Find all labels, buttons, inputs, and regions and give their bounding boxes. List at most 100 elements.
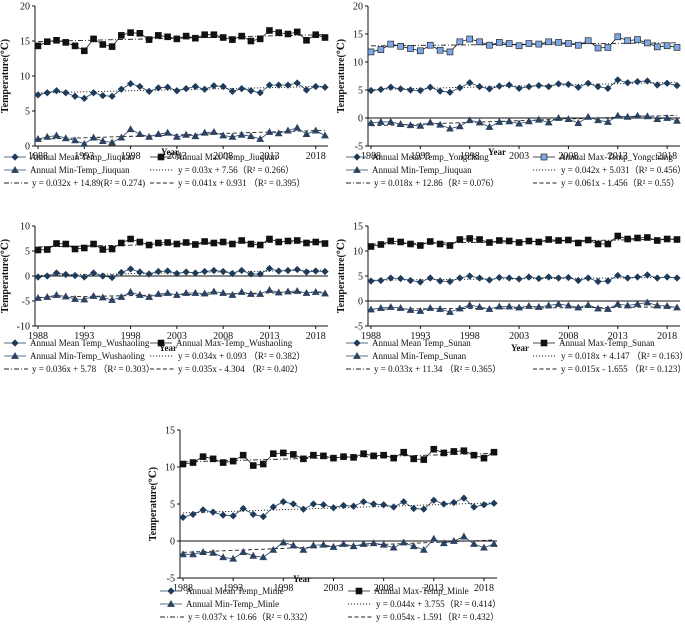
data-point-triangle xyxy=(265,127,274,135)
data-point-square xyxy=(644,234,651,241)
data-point-diamond xyxy=(312,82,320,91)
data-point-diamond xyxy=(228,269,237,278)
data-point-square xyxy=(594,240,602,248)
data-point-triangle xyxy=(515,119,523,127)
y-tick-label: 15 xyxy=(353,222,363,233)
data-point-diamond xyxy=(99,91,107,100)
data-point-square xyxy=(377,241,385,248)
x-tick-label: 1988 xyxy=(361,331,381,342)
data-point-square xyxy=(284,30,292,38)
trend-equation: y = 0.044x + 3.755（R² = 0.414） xyxy=(376,599,501,609)
data-point-square xyxy=(476,38,483,46)
data-point-diamond xyxy=(173,269,181,278)
data-point-triangle xyxy=(228,132,237,140)
data-point-diamond xyxy=(256,270,264,278)
data-point-diamond xyxy=(219,82,227,91)
data-point-triangle xyxy=(603,117,612,125)
x-tick-label: 2003 xyxy=(167,331,187,342)
data-point-triangle xyxy=(172,290,181,298)
data-point-square xyxy=(164,33,171,41)
data-point-triangle xyxy=(396,303,405,311)
data-point-diamond xyxy=(321,83,329,91)
data-point-triangle xyxy=(544,118,553,126)
series-line-square xyxy=(370,36,678,53)
chart-panel-sunan: -5 0 5 10 15 1988 1993 1998 2003 2008 2013 2018 Temp… xyxy=(336,222,685,375)
data-point-diamond xyxy=(71,92,79,100)
trend-equation: y = 0.054x - 1.591（R² = 0.432） xyxy=(376,612,499,622)
data-point-triangle xyxy=(219,288,228,296)
data-point-square xyxy=(192,34,199,42)
x-tick-label: 2013 xyxy=(608,331,628,342)
data-point-square xyxy=(535,238,543,246)
data-point-triangle xyxy=(379,540,388,548)
data-point-triangle xyxy=(321,289,329,297)
data-point-triangle xyxy=(643,112,652,120)
data-point-diamond xyxy=(446,277,454,286)
y-tick-label: 10 xyxy=(20,222,30,233)
data-point-square xyxy=(182,32,190,40)
data-point-triangle xyxy=(584,112,593,120)
data-point-triangle xyxy=(367,305,375,313)
data-point-diamond xyxy=(89,269,98,277)
legend: Annual Mean Temp_Wushaoling Annual Max-Te… xyxy=(4,338,305,374)
data-point-triangle xyxy=(376,117,385,125)
data-point-square xyxy=(624,37,631,45)
x-tick-label: 2008 xyxy=(213,331,233,342)
data-point-triangle xyxy=(339,539,348,547)
trendline-1 xyxy=(182,502,495,514)
legend-marker-diamond xyxy=(11,153,19,161)
data-point-triangle xyxy=(455,122,464,130)
data-point-diamond xyxy=(108,273,116,282)
data-point-square xyxy=(280,449,287,457)
trendline-1 xyxy=(370,81,678,91)
legend-marker-triangle xyxy=(353,165,361,173)
data-point-triangle xyxy=(396,120,405,128)
data-point-diamond xyxy=(436,87,444,95)
data-point-diamond xyxy=(247,87,255,95)
x-tick-label: 1993 xyxy=(74,151,94,162)
data-point-triangle xyxy=(495,117,504,125)
data-point-square xyxy=(210,31,218,39)
data-point-triangle xyxy=(247,289,255,297)
data-point-square xyxy=(303,36,310,44)
data-point-triangle xyxy=(319,540,328,548)
data-point-square xyxy=(34,246,42,254)
data-point-diamond xyxy=(369,500,378,508)
data-point-diamond xyxy=(52,269,61,277)
data-point-square xyxy=(480,454,488,462)
data-point-diamond xyxy=(377,85,385,94)
legend-label: Annual Min-Temp_Minle xyxy=(186,599,279,609)
data-point-diamond xyxy=(299,505,308,513)
data-point-diamond xyxy=(505,274,513,282)
data-point-square xyxy=(312,31,320,39)
data-point-triangle xyxy=(564,115,573,123)
data-point-triangle xyxy=(673,303,681,311)
data-point-diamond xyxy=(269,503,277,511)
y-tick-label: 15 xyxy=(353,30,363,41)
data-point-diamond xyxy=(367,86,375,95)
legend-marker-diamond xyxy=(11,339,19,347)
data-point-square xyxy=(145,36,153,43)
data-point-square xyxy=(210,239,218,247)
data-point-triangle xyxy=(89,291,98,299)
data-point-diamond xyxy=(293,79,301,87)
data-point-triangle xyxy=(237,130,246,138)
legend-marker-square xyxy=(157,153,165,161)
data-point-square xyxy=(466,35,474,43)
x-tick-label: 2003 xyxy=(509,331,529,342)
data-point-triangle xyxy=(416,306,425,314)
legend-marker-triangle xyxy=(167,599,175,607)
data-point-diamond xyxy=(247,270,255,278)
trend-equation: y = 0.061x - 1.456（R² = 0.55） xyxy=(561,178,680,188)
y-axis-label: Temperature(℃) xyxy=(336,39,347,113)
data-point-square xyxy=(256,35,264,43)
x-tick-label: 1998 xyxy=(121,331,141,342)
data-point-diamond xyxy=(440,500,448,508)
legend-marker-triangle xyxy=(353,351,361,359)
data-point-diamond xyxy=(426,274,434,282)
data-point-square xyxy=(118,32,125,39)
data-point-square xyxy=(189,459,197,466)
data-point-square xyxy=(663,42,671,50)
legend-label: Annual Min-Temp_Jiuquan xyxy=(30,165,130,175)
